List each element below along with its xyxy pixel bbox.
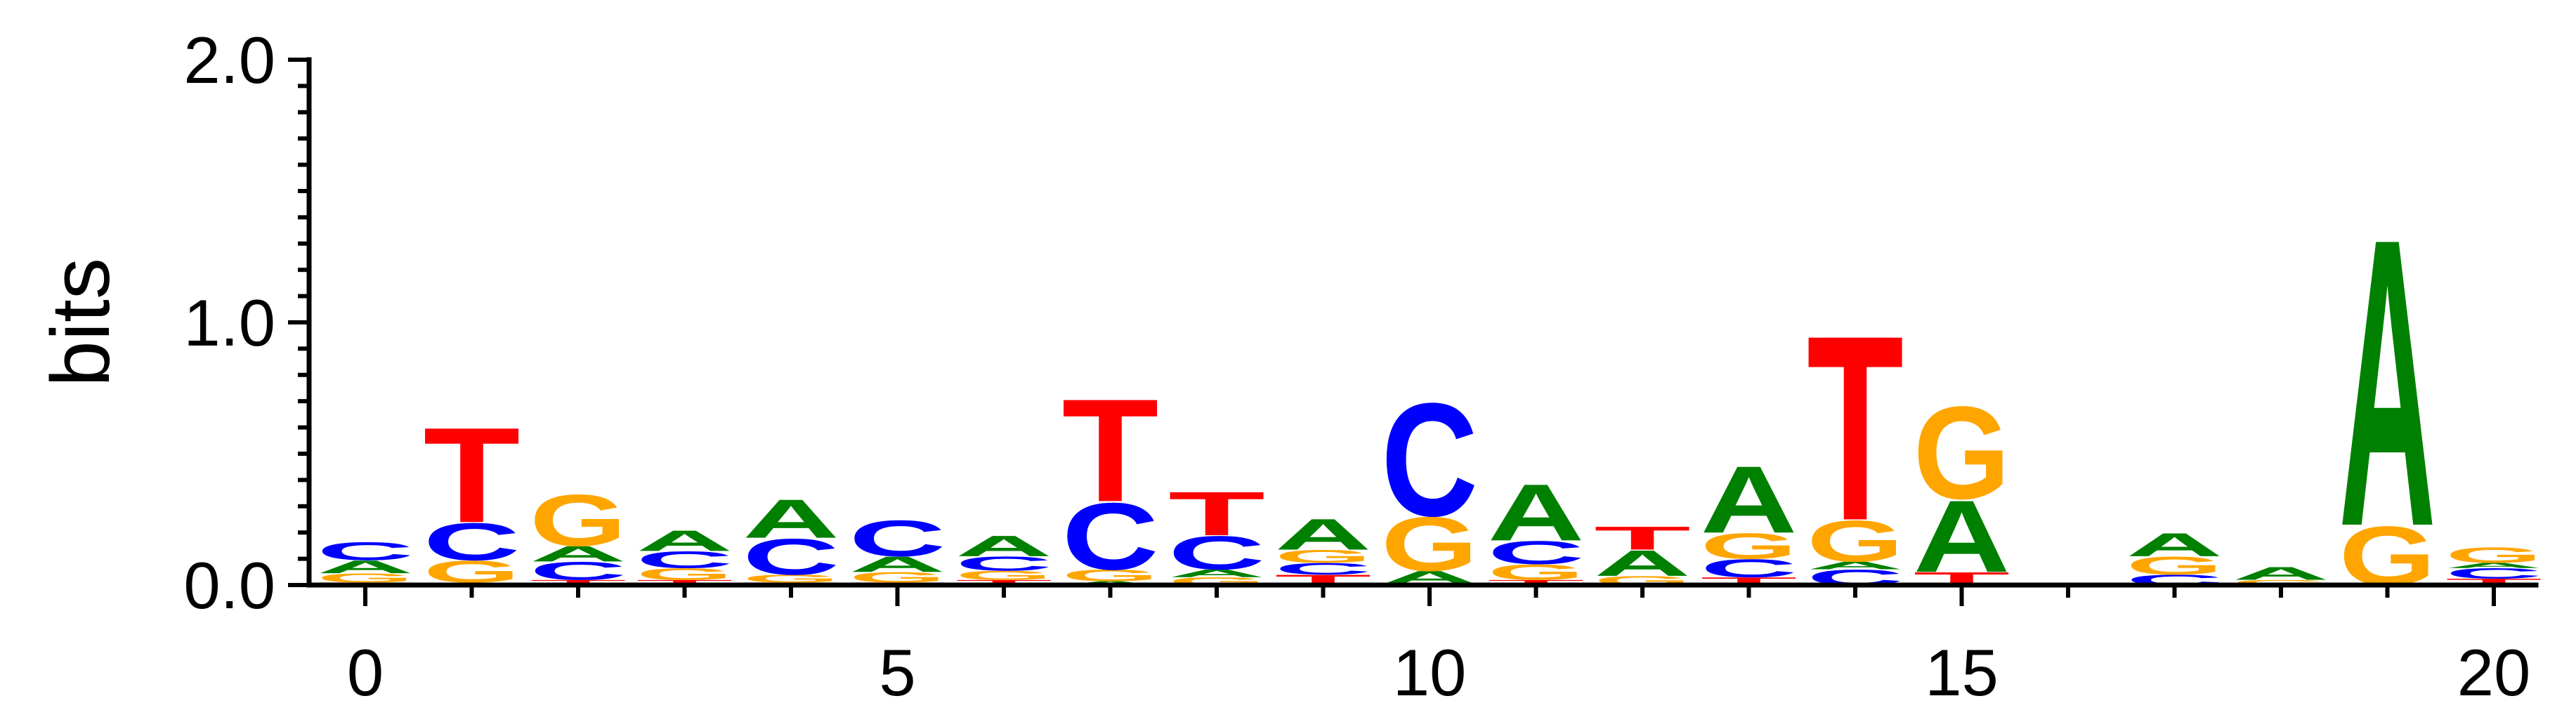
- logo-letter-t: T: [1488, 579, 1585, 587]
- logo-letter-g: G: [1701, 525, 1798, 566]
- logo-letter-c: C: [423, 512, 520, 572]
- logo-letter-c: C: [1168, 526, 1265, 579]
- logo-letter-g: G: [317, 571, 414, 585]
- logo-letter-g: G: [636, 565, 733, 583]
- logo-letter-g: G: [849, 569, 946, 585]
- logo-letter-g: G: [1275, 546, 1372, 567]
- y-tick-label: 2.0: [183, 23, 275, 97]
- x-tick-label: 20: [2457, 636, 2531, 709]
- x-tick-label: 0: [347, 636, 384, 709]
- logo-letter-c: C: [2445, 565, 2542, 582]
- logo-letter-a: A: [1487, 468, 1584, 558]
- logo-letter-a: A: [1700, 447, 1797, 553]
- logo-letters: TGACAGCTTCAGTGCATGCATGACTGCAAGCTGACTTCGA…: [317, 154, 2542, 612]
- logo-letter-t: T: [636, 579, 733, 587]
- logo-letter-g: G: [1062, 566, 1159, 584]
- logo-letter-c: C: [1061, 484, 1158, 591]
- logo-letter-a: A: [743, 488, 839, 549]
- logo-letter-a: A: [636, 525, 733, 558]
- logo-letter-c: C: [1381, 369, 1478, 550]
- logo-letter-a: A: [1594, 543, 1691, 584]
- logo-letter-t: T: [1062, 369, 1159, 532]
- logo-letter-a: A: [2339, 154, 2436, 612]
- logo-letter-c: C: [1274, 560, 1371, 578]
- y-tick-label: 1.0: [183, 286, 275, 360]
- logo-letter-g: G: [1488, 560, 1585, 584]
- y-tick-label: 0.0: [183, 549, 275, 622]
- x-tick-label: 5: [879, 636, 915, 709]
- logo-letter-a: A: [2445, 561, 2542, 570]
- logo-letter-g: G: [2445, 543, 2542, 567]
- logo-letter-t: T: [1807, 280, 1904, 576]
- x-tick-label: 15: [1925, 636, 1999, 709]
- y-axis-label: bits: [34, 258, 127, 387]
- logo-letter-t: T: [1594, 520, 1691, 557]
- logo-letter-g: G: [1381, 501, 1478, 588]
- logo-letter-c: C: [1700, 554, 1797, 583]
- logo-letter-g: G: [1914, 379, 2011, 527]
- logo-letter-a: A: [2232, 563, 2329, 584]
- logo-letter-c: C: [636, 546, 733, 573]
- logo-letter-g: G: [2126, 551, 2223, 580]
- logo-letter-g: G: [1807, 508, 1904, 574]
- logo-letter-c: C: [1487, 534, 1584, 571]
- logo-letter-t: T: [530, 579, 627, 587]
- logo-letter-a: A: [955, 530, 1052, 563]
- logo-letter-c: C: [743, 528, 839, 586]
- logo-letter-c: C: [530, 557, 627, 586]
- logo-letter-a: A: [2126, 527, 2223, 563]
- logo-letter-a: A: [1913, 480, 2010, 594]
- ticks: 0.0 1.0 2.0 0 5 10 15 20: [183, 23, 2530, 709]
- logo-letter-a: A: [1274, 510, 1371, 559]
- logo-letter-g: G: [743, 572, 839, 585]
- logo-letter-a: A: [1168, 567, 1265, 580]
- logo-letter-a: A: [1807, 559, 1904, 572]
- logo-letter-c: C: [955, 552, 1052, 575]
- logo-letter-a: A: [849, 552, 946, 577]
- x-tick-label: 10: [1393, 636, 1467, 709]
- logo-letter-t: T: [1168, 479, 1265, 549]
- logo-letter-t: T: [955, 579, 1052, 587]
- logo-letter-c: C: [317, 537, 414, 566]
- logo-letter-g: G: [2232, 579, 2329, 587]
- logo-letter-g: G: [530, 479, 627, 561]
- logo-letter-a: A: [530, 542, 627, 566]
- logo-letter-g: G: [955, 568, 1052, 582]
- logo-letter-a: A: [317, 557, 414, 577]
- logo-letter-c: C: [849, 510, 946, 567]
- logo-letter-t: T: [424, 400, 521, 551]
